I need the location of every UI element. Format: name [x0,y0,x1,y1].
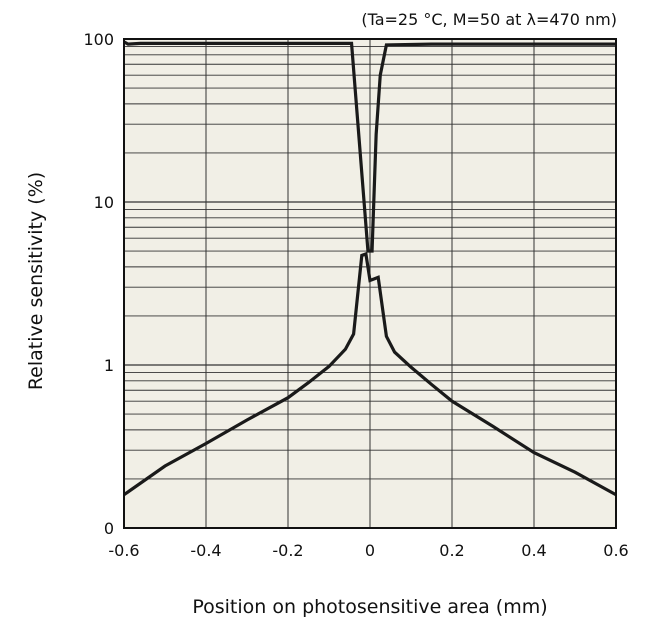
series-line-1 [123,251,617,497]
series-lines [123,40,617,497]
x-tick-label: -0.6 [108,541,139,560]
x-tick-label: 0.6 [603,541,628,560]
x-tick-label: -0.4 [190,541,221,560]
x-tick-label: 0.4 [521,541,546,560]
x-tick-label: 0.2 [439,541,464,560]
conditions-annotation: (Ta=25 °C, M=50 at λ=470 nm) [361,10,617,29]
plot-frame [123,38,617,529]
y-tick-label: 0 [104,519,114,538]
y-tick-label: 1 [104,356,114,375]
series-line-2 [123,40,616,253]
x-tick-label: 0 [365,541,375,560]
y-axis-title: Relative sensitivity (%) [25,172,47,390]
y-tick-labels: 0 1 10 100 [83,30,114,538]
y-tick-label: 10 [94,193,114,212]
x-tick-labels: -0.6 -0.4 -0.2 0 0.2 0.4 0.6 [108,541,628,560]
x-tick-label: -0.2 [272,541,303,560]
x-axis-title: Position on photosensitive area (mm) [192,596,547,618]
y-tick-label: 100 [83,30,114,49]
